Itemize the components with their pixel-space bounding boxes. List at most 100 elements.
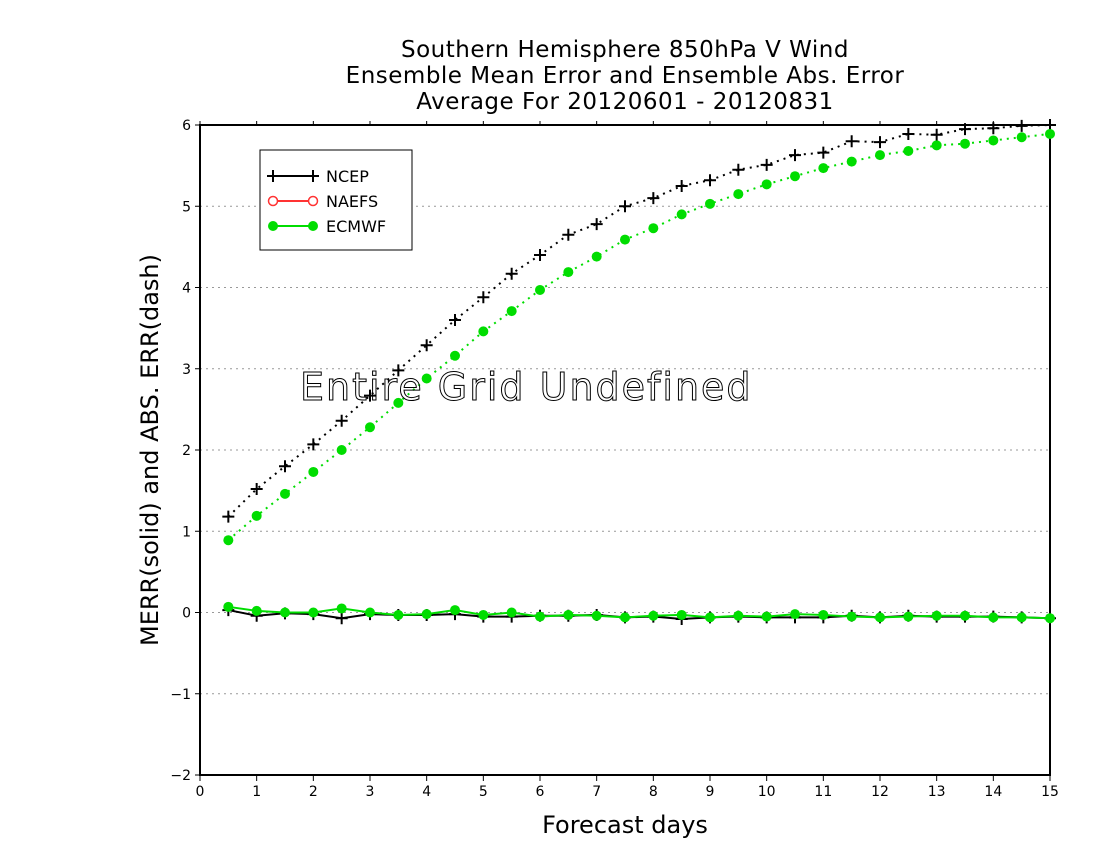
plus-marker (335, 612, 348, 625)
legend-label: NAEFS (326, 192, 378, 211)
plus-marker (534, 249, 546, 261)
filled-circle-marker (931, 140, 942, 151)
plus-marker (704, 174, 716, 187)
x-tick-label: 11 (814, 784, 832, 800)
plus-marker (449, 314, 461, 326)
x-tick-label: 2 (309, 784, 318, 800)
filled-circle-marker (591, 251, 602, 262)
chart-title-line-3: Average For 20120601 - 20120831 (416, 89, 834, 115)
filled-circle-marker (393, 609, 404, 620)
filled-circle-marker (761, 179, 772, 190)
x-tick-label: 7 (592, 784, 601, 800)
filled-circle-marker (336, 603, 347, 614)
filled-circle-marker (818, 163, 829, 174)
plus-marker (222, 510, 235, 523)
y-tick-label: 5 (182, 199, 191, 215)
filled-circle-marker (648, 610, 659, 621)
plus-marker (845, 135, 858, 148)
plus-marker (760, 158, 773, 171)
x-tick-label: 12 (871, 784, 889, 800)
filled-circle-marker (1016, 612, 1027, 623)
filled-circle-marker (931, 610, 942, 621)
filled-circle-marker (903, 611, 914, 622)
filled-circle-marker (676, 209, 687, 220)
plus-marker (675, 179, 688, 192)
y-tick-label: −2 (170, 768, 191, 784)
filled-circle-marker (875, 150, 885, 161)
plus-marker (987, 122, 1000, 135)
y-axis-label: MERR(solid) and ABS. ERR(dash) (136, 254, 164, 646)
filled-circle-marker (875, 612, 885, 623)
x-tick-label: 5 (479, 784, 488, 800)
legend: NCEP NAEFS ECMWF (259, 149, 413, 251)
filled-circle-marker (268, 221, 278, 231)
plus-marker (959, 123, 971, 136)
y-tick-label: 4 (182, 281, 191, 297)
plus-marker (874, 136, 886, 149)
filled-circle-marker (988, 135, 999, 146)
plus-marker (647, 192, 660, 205)
filled-circle-marker (903, 146, 914, 156)
filled-circle-marker (620, 612, 630, 623)
x-tick-label: 10 (758, 784, 776, 800)
filled-circle-marker (506, 607, 517, 618)
legend-label: ECMWF (326, 217, 386, 236)
plus-marker (335, 414, 348, 427)
y-tick-label: 6 (182, 118, 191, 134)
series-ecmwf (223, 128, 1055, 624)
plus-marker (732, 163, 745, 176)
x-tick-label: 9 (706, 784, 715, 800)
y-tick-label: 3 (182, 362, 191, 378)
plus-marker (420, 339, 433, 352)
filled-circle-marker (308, 221, 318, 231)
filled-circle-marker (563, 609, 574, 620)
plus-marker (562, 228, 575, 241)
filled-circle-marker (223, 601, 234, 612)
filled-circle-marker (535, 611, 545, 622)
filled-circle-marker (1016, 132, 1027, 143)
x-tick-label: 15 (1041, 784, 1059, 800)
y-tick-label: −1 (170, 687, 191, 703)
filled-circle-marker (336, 445, 347, 455)
filled-circle-marker (733, 189, 744, 200)
filled-circle-marker (450, 605, 460, 616)
filled-circle-marker (620, 234, 630, 245)
legend-item-ecmwf: ECMWF (268, 217, 386, 236)
x-tick-label: 3 (366, 784, 375, 800)
chart-title-line-1: Southern Hemisphere 850hPa V Wind (401, 37, 849, 63)
filled-circle-marker (761, 611, 772, 622)
plus-marker (307, 170, 319, 182)
plus-marker (789, 149, 801, 162)
x-tick-label: 6 (536, 784, 545, 800)
filled-circle-marker (223, 535, 234, 546)
plus-marker (817, 146, 830, 159)
filled-circle-marker (251, 510, 262, 521)
y-tick-label: 0 (182, 606, 191, 622)
filled-circle-marker (280, 488, 290, 499)
filled-circle-marker (733, 610, 744, 621)
filled-circle-marker (705, 612, 715, 623)
legend-item-naefs: NAEFS (267, 192, 378, 211)
filled-circle-marker (365, 422, 375, 433)
filled-circle-marker (960, 138, 970, 149)
filled-circle-marker (308, 466, 319, 477)
series-layer (222, 119, 1056, 625)
x-tick-label: 0 (196, 784, 205, 800)
filled-circle-marker (280, 607, 290, 618)
filled-circle-marker (506, 306, 517, 317)
filled-circle-marker (251, 605, 262, 616)
plus-marker (392, 364, 405, 377)
filled-circle-marker (450, 350, 460, 361)
filled-circle-marker (478, 609, 489, 620)
abs-error-line-ecmwf (227, 132, 1051, 541)
legend-label: NCEP (326, 167, 369, 186)
filled-circle-marker (365, 607, 375, 618)
filled-circle-marker (790, 609, 800, 620)
annotation-text: Entire Grid Undefined (300, 365, 753, 409)
plus-marker (590, 218, 603, 231)
legend-item-ncep: NCEP (267, 167, 369, 186)
filled-circle-marker (960, 610, 970, 621)
mean-error-line-ncep (228, 609, 1051, 621)
filled-circle-marker (818, 609, 829, 620)
